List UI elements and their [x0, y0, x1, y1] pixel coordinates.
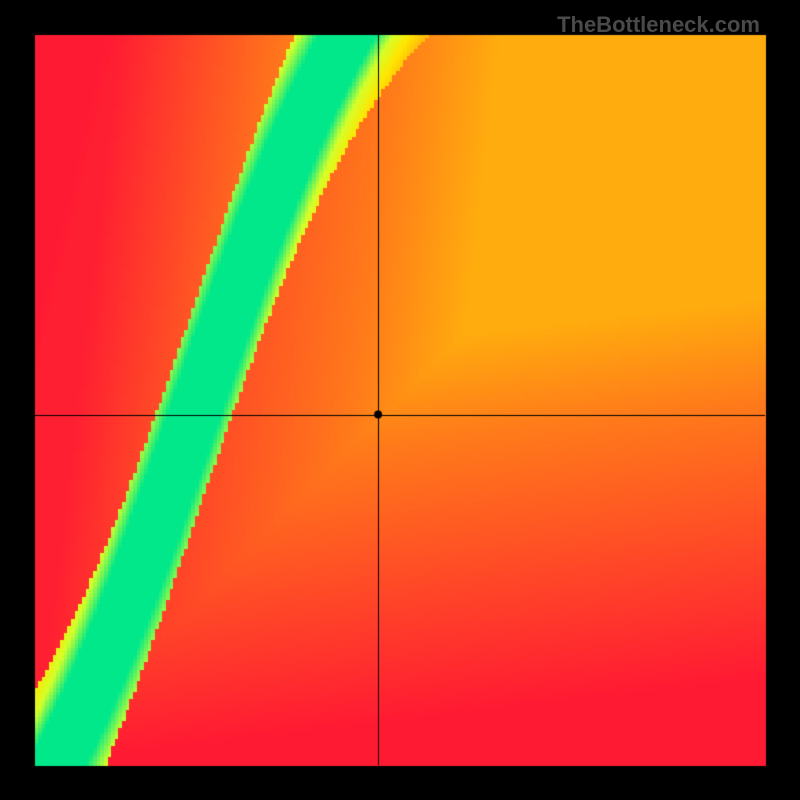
chart-stage: TheBottleneck.com — [0, 0, 800, 800]
heatmap-canvas — [0, 0, 800, 800]
watermark-text: TheBottleneck.com — [557, 12, 760, 38]
